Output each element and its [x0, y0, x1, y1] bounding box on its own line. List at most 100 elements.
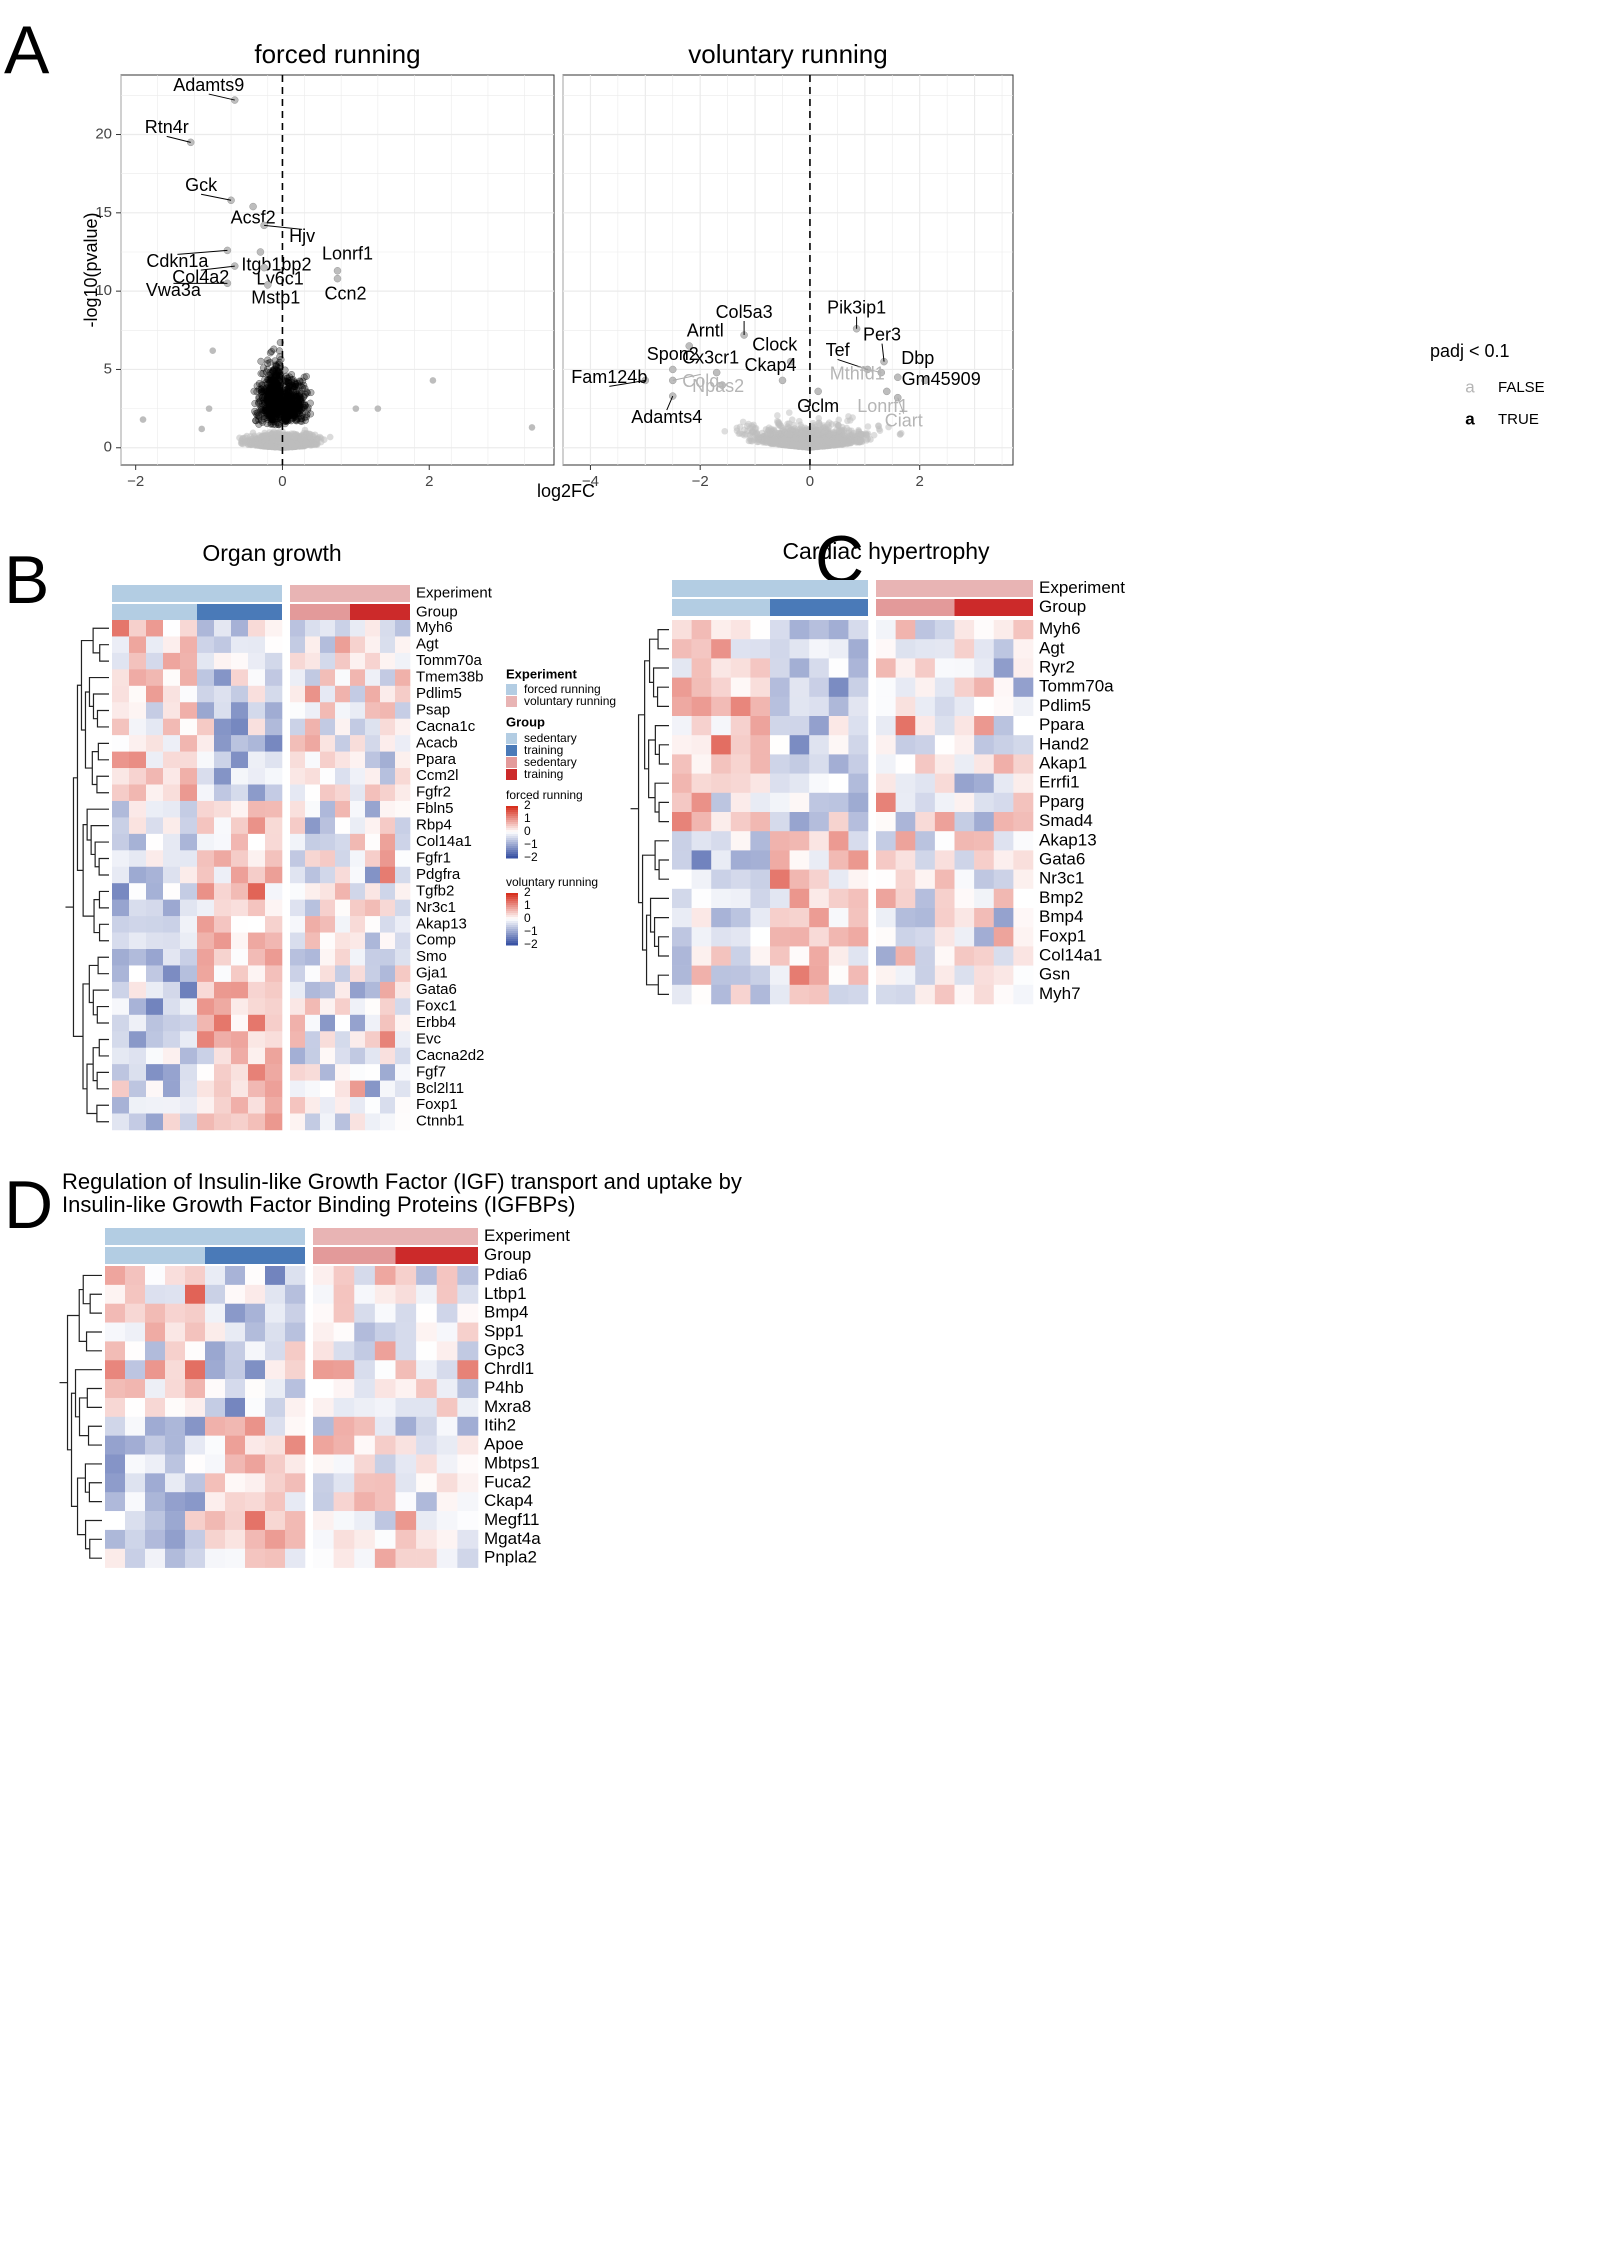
heatmap-cell — [290, 620, 306, 637]
heatmap-cell — [129, 620, 147, 637]
heatmap-cell — [320, 817, 336, 835]
heatmap-cell — [395, 784, 411, 802]
heatmap-cell — [365, 1097, 381, 1114]
heatmap-cell — [380, 998, 396, 1016]
heatmap-cell — [231, 669, 249, 687]
group-bar-forced-sedentary — [112, 604, 197, 621]
heatmap-cell — [711, 773, 732, 794]
heatmap-cell — [112, 949, 130, 966]
gene-label: Mstb1 — [251, 288, 300, 308]
heatmap-cell — [146, 850, 164, 868]
point-nonsignificant — [297, 435, 305, 442]
heatmap-cell — [265, 949, 283, 966]
heatmap-cell — [112, 1014, 130, 1032]
heatmap-cell — [395, 652, 411, 670]
row-dendrogram-branch — [82, 823, 95, 917]
heatmap-cell — [365, 817, 381, 835]
heatmap-cell — [265, 1113, 283, 1131]
heatmap-cell — [129, 817, 147, 835]
heatmap-cell — [112, 620, 130, 637]
point-significant — [264, 416, 272, 424]
heatmap-cell — [335, 981, 351, 999]
heatmap-cell — [335, 1064, 351, 1081]
heatmap-cell — [828, 754, 849, 774]
heatmap-cell — [129, 636, 147, 654]
heatmap-cell — [180, 768, 198, 785]
heatmap-cell — [197, 817, 215, 835]
heatmap-cell — [974, 639, 995, 659]
point-significant — [271, 400, 279, 408]
heatmap-cell — [214, 800, 232, 818]
heatmap-cell — [214, 883, 232, 900]
heatmap-cell — [828, 696, 849, 717]
heatmap-cell — [197, 1080, 215, 1098]
heatmap-cell — [320, 751, 336, 769]
heatmap-cell — [231, 1014, 249, 1032]
point-nonsignificant — [764, 438, 772, 445]
heatmap-cell — [231, 866, 249, 884]
heatmap-cell — [335, 1113, 351, 1131]
heatmap-cell — [350, 718, 366, 736]
heatmap-cell — [395, 965, 411, 983]
heatmap-cell — [197, 866, 215, 884]
gene-label: Lonrf1 — [322, 244, 373, 264]
heatmap-cell — [350, 685, 366, 703]
heatmap-cell — [350, 1113, 366, 1131]
heatmap-cell — [112, 718, 130, 736]
heatmap-cell — [350, 1097, 366, 1114]
heatmap-cell — [129, 718, 147, 736]
heatmap-cell — [954, 620, 975, 640]
heatmap-cell — [197, 850, 215, 868]
point-nonsignificant — [797, 429, 805, 437]
panel-letter-B: B — [4, 542, 49, 618]
heatmap-cell — [129, 932, 147, 950]
heatmap-cell — [934, 773, 955, 794]
heatmap-cell — [163, 1097, 181, 1114]
heatmap-cell — [691, 658, 712, 678]
legend-label-false: FALSE — [1498, 379, 1545, 396]
heatmap-cell — [112, 669, 130, 687]
heatmap-cell — [248, 817, 266, 835]
heatmap-cell — [789, 677, 810, 698]
gene-label: Cx3cr1 — [682, 347, 739, 367]
heatmap-cell — [1013, 658, 1034, 678]
heatmap-cell — [954, 773, 975, 794]
row-dendrogram-branch — [98, 1038, 109, 1057]
heatmap-cell — [146, 735, 164, 752]
heatmap-cell — [180, 685, 198, 703]
volcano-panel-title: forced running — [254, 39, 420, 69]
heatmap-cell — [305, 735, 321, 752]
gene-label: Ly6c1 — [256, 268, 303, 288]
row-dendrogram-branch — [96, 1104, 109, 1123]
point-significant — [295, 410, 303, 418]
heatmap-cell — [789, 658, 810, 678]
heatmap-cell — [974, 773, 995, 794]
heatmap-cell — [231, 620, 249, 637]
heatmap-cell — [180, 817, 198, 835]
heatmap-cell — [350, 1014, 366, 1032]
heatmap-cell — [789, 754, 810, 774]
heatmap-cell — [895, 716, 916, 736]
heatmap-cell — [197, 883, 215, 900]
heatmap-cell — [895, 754, 916, 774]
point-nonsignificant — [302, 439, 310, 446]
heatmap-cell — [365, 1047, 381, 1065]
heatmap-cell — [335, 866, 351, 884]
heatmap-cell — [163, 784, 181, 802]
heatmap-row-label: Gata6 — [416, 981, 457, 998]
heatmap-row-label: Ppara — [416, 751, 457, 768]
heatmap-cell — [365, 850, 381, 868]
heatmap-cell — [180, 735, 198, 752]
heatmap-cell — [691, 754, 712, 774]
heatmap-cell — [691, 792, 712, 813]
heatmap-cell — [1013, 639, 1034, 659]
heatmap-cell — [305, 652, 321, 670]
heatmap-cell — [180, 636, 198, 654]
point-nonsignificant — [777, 422, 785, 430]
heatmap-cell — [248, 735, 266, 752]
row-dendrogram-branch — [96, 775, 109, 794]
heatmap-cell — [180, 866, 198, 884]
heatmap-cell — [112, 833, 130, 851]
row-dendrogram-branch — [80, 639, 94, 731]
